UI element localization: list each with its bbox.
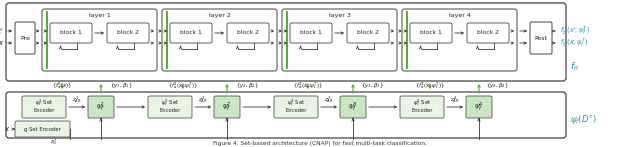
Text: $\{f_a^2(x;\psi_f^T)\}$: $\{f_a^2(x;\psi_f^T)\}$ [293,81,323,91]
Text: Encoder: Encoder [33,108,55,113]
Text: block 1: block 1 [60,30,82,35]
Text: $\psi_f^{4}$: $\psi_f^{4}$ [474,100,484,114]
Text: layer 4: layer 4 [449,12,470,17]
FancyBboxPatch shape [347,23,389,43]
Text: $\{y_1,\beta_1\}$: $\{y_1,\beta_1\}$ [111,81,134,91]
FancyBboxPatch shape [50,23,92,43]
Text: layer 3: layer 3 [328,12,351,17]
FancyBboxPatch shape [214,96,240,118]
FancyBboxPatch shape [400,96,444,118]
FancyBboxPatch shape [467,23,509,43]
Text: $z_{AR}^{4}$: $z_{AR}^{4}$ [450,95,460,105]
Text: $x$: $x$ [0,39,4,47]
FancyBboxPatch shape [22,96,66,118]
Text: $x'$: $x'$ [0,26,4,36]
FancyBboxPatch shape [282,9,397,71]
Text: $\psi_f^{2}$: $\psi_f^{2}$ [222,100,232,114]
Text: Encoder: Encoder [285,108,307,113]
Text: $\psi_f(D^\tau)$: $\psi_f(D^\tau)$ [570,112,596,126]
FancyBboxPatch shape [402,9,517,71]
FancyBboxPatch shape [107,23,149,43]
FancyBboxPatch shape [15,121,70,137]
Text: $\{f_a^0(x)\}$: $\{f_a^0(x)\}$ [52,81,72,91]
FancyBboxPatch shape [6,92,566,138]
FancyBboxPatch shape [162,9,277,71]
Text: $\{y_2,\beta_2\}$: $\{y_2,\beta_2\}$ [236,81,260,91]
Text: $f_\theta\,(x;\psi_f^T)$: $f_\theta\,(x;\psi_f^T)$ [560,36,588,50]
FancyBboxPatch shape [290,23,332,43]
FancyBboxPatch shape [42,9,157,71]
Text: g Set Encoder: g Set Encoder [24,127,61,132]
FancyBboxPatch shape [466,96,492,118]
Text: $\psi_f^{3}$ Set: $\psi_f^{3}$ Set [287,98,305,108]
FancyBboxPatch shape [227,23,269,43]
Text: $\{f_a^1(x;\psi_f^T)\}$: $\{f_a^1(x;\psi_f^T)\}$ [168,81,198,91]
FancyBboxPatch shape [340,96,366,118]
Text: $z_{AR}^{2}$: $z_{AR}^{2}$ [198,95,208,105]
Text: block 2: block 2 [117,30,139,35]
Text: $\psi_f^{1}$ Set: $\psi_f^{1}$ Set [35,98,53,108]
Text: block 1: block 1 [300,30,322,35]
Text: $\{y_4,\beta_4\}$: $\{y_4,\beta_4\}$ [486,81,509,91]
Text: $z_{AR}^{3}$: $z_{AR}^{3}$ [324,95,334,105]
Text: $\psi_f^{4}$ Set: $\psi_f^{4}$ Set [413,98,431,108]
Text: $\psi_f^{1}$: $\psi_f^{1}$ [96,100,106,114]
Text: Figure 4. Set-based architecture (CNAP) for fast multi-task classification.: Figure 4. Set-based architecture (CNAP) … [213,141,427,146]
Text: $\psi_f^{3}$: $\psi_f^{3}$ [348,100,358,114]
Text: block 1: block 1 [420,30,442,35]
Text: $z_{AR}^{1}$: $z_{AR}^{1}$ [72,95,82,105]
Text: $f_\theta\,(x';\psi_f^T)$: $f_\theta\,(x';\psi_f^T)$ [560,24,590,38]
Text: Encoder: Encoder [412,108,433,113]
FancyBboxPatch shape [148,96,192,118]
FancyBboxPatch shape [15,22,35,54]
FancyBboxPatch shape [274,96,318,118]
Text: Pre: Pre [20,35,30,41]
Text: $\psi_f^{2}$ Set: $\psi_f^{2}$ Set [161,98,179,108]
FancyBboxPatch shape [88,96,114,118]
Text: $\{y_3,\beta_3\}$: $\{y_3,\beta_3\}$ [362,81,385,91]
FancyBboxPatch shape [170,23,212,43]
FancyBboxPatch shape [410,23,452,43]
Text: block 2: block 2 [477,30,499,35]
FancyBboxPatch shape [530,22,552,54]
Text: block 1: block 1 [180,30,202,35]
Text: Post: Post [534,35,547,41]
Text: layer 1: layer 1 [88,12,110,17]
Text: $z_G^\tau$: $z_G^\tau$ [50,137,57,147]
Text: block 2: block 2 [357,30,379,35]
FancyBboxPatch shape [6,3,566,81]
Text: Encoder: Encoder [159,108,180,113]
Text: $f_\theta$: $f_\theta$ [570,61,579,73]
Text: layer 2: layer 2 [209,12,230,17]
Text: block 2: block 2 [237,30,259,35]
Text: $x$: $x$ [4,125,10,133]
Text: $\{f_a^3(x;\psi_f^T)\}$: $\{f_a^3(x;\psi_f^T)\}$ [415,81,445,91]
